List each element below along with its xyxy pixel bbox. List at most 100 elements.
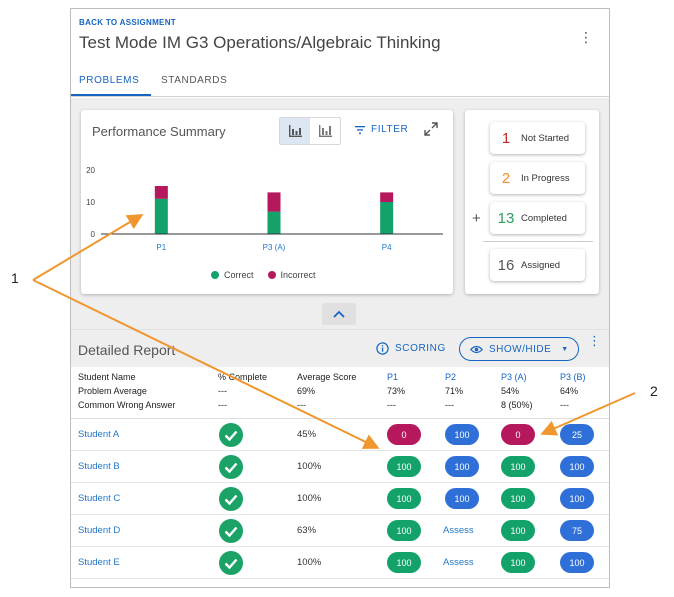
- table-row: Student A 45% 0 100 0 25: [71, 419, 609, 451]
- show-hide-button[interactable]: SHOW/HIDE ▼: [459, 337, 579, 361]
- summary-region: Performance Summary: [71, 98, 609, 338]
- show-hide-label: SHOW/HIDE: [489, 343, 552, 355]
- legend-correct-label: Correct: [224, 270, 254, 280]
- bar-correct: [380, 202, 394, 234]
- status-completed[interactable]: 13 Completed: [490, 202, 585, 234]
- complete-check-icon: [219, 519, 243, 543]
- problem-average-label: Problem Average: [78, 386, 147, 396]
- status-in-progress[interactable]: 2 In Progress: [490, 162, 585, 194]
- legend-incorrect-label: Incorrect: [280, 270, 316, 280]
- col-p3-b: P3 (B) 64% ---: [560, 370, 586, 412]
- chart-view-toggle: [279, 117, 341, 145]
- score-pill[interactable]: 100: [560, 552, 594, 573]
- y-tick-label: 0: [91, 230, 96, 239]
- score-pill[interactable]: 100: [387, 552, 421, 573]
- performance-summary-card: Performance Summary: [81, 110, 453, 294]
- student-name-link[interactable]: Student C: [78, 493, 121, 504]
- scoring-button[interactable]: SCORING: [376, 342, 446, 355]
- student-name-header: Student Name: [78, 372, 136, 382]
- bar-chart-icon: [319, 125, 332, 137]
- score-pill[interactable]: 100: [387, 488, 421, 509]
- average-score: 63%: [297, 525, 317, 536]
- col-header-link[interactable]: P3 (B): [560, 372, 586, 382]
- tab-standards[interactable]: STANDARDS: [161, 75, 228, 86]
- plus-icon: +: [472, 210, 481, 227]
- score-pill[interactable]: 100: [387, 456, 421, 477]
- student-name-link[interactable]: Student E: [78, 557, 120, 568]
- col-p2: P2 71% ---: [445, 370, 463, 412]
- col-average: 73%: [387, 386, 406, 396]
- col-average: 54%: [501, 386, 520, 396]
- bar-incorrect: [154, 186, 168, 199]
- student-name-link[interactable]: Student D: [78, 525, 121, 536]
- assess-link[interactable]: Assess: [443, 557, 474, 568]
- col-average: 71%: [445, 386, 464, 396]
- report-table-header: Student Name Problem Average Common Wron…: [71, 367, 609, 419]
- not-started-label: Not Started: [521, 132, 570, 144]
- score-pill[interactable]: 25: [560, 424, 594, 445]
- tab-problems[interactable]: PROBLEMS: [79, 75, 140, 86]
- table-row: Student B 100% 100 100 100 100: [71, 451, 609, 483]
- average-score: 100%: [297, 557, 322, 568]
- col-average-score: Average Score 69% ---: [297, 370, 356, 412]
- score-pill[interactable]: 100: [501, 552, 535, 573]
- student-name-link[interactable]: Student A: [78, 429, 120, 440]
- col-header-link[interactable]: P2: [445, 372, 457, 382]
- common-wrong-answer-label: Common Wrong Answer: [78, 400, 176, 410]
- assess-link[interactable]: Assess: [443, 525, 474, 536]
- stacked-chart-view-button[interactable]: [280, 118, 310, 144]
- col-header-link[interactable]: P1: [387, 372, 399, 382]
- performance-summary-title: Performance Summary: [92, 124, 226, 139]
- callout-2-label: 2: [650, 383, 658, 399]
- performance-chart: 0 10 20 P1 P3 (A) P4: [86, 166, 443, 252]
- average-score: 100%: [297, 461, 322, 472]
- grouped-chart-view-button[interactable]: [310, 118, 340, 144]
- col-header-link[interactable]: P3 (A): [501, 372, 527, 382]
- score-pill[interactable]: 100: [501, 456, 535, 477]
- filter-button[interactable]: FILTER: [355, 124, 408, 135]
- active-tab-indicator: [71, 94, 151, 96]
- y-tick-label: 20: [86, 166, 95, 175]
- in-progress-label: In Progress: [521, 172, 570, 184]
- report-options-icon[interactable]: ⋮: [588, 333, 601, 348]
- score-pill[interactable]: 100: [445, 488, 479, 509]
- more-options-icon[interactable]: ⋮: [579, 29, 593, 45]
- back-to-assignment-link[interactable]: BACK TO ASSIGNMENT: [79, 18, 176, 27]
- completion-status-card: 1 Not Started 2 In Progress + 13 Complet…: [465, 110, 599, 294]
- status-divider: [483, 241, 593, 242]
- complete-check-icon: [219, 551, 243, 575]
- score-pill[interactable]: 0: [387, 424, 421, 445]
- col-header[interactable]: Average Score: [297, 372, 357, 382]
- col-wrong-answer: ---: [297, 400, 306, 410]
- table-row: Student E 100% 100 Assess 100 100: [71, 547, 609, 579]
- col-header[interactable]: % Complete: [218, 372, 268, 382]
- caret-down-icon: ▼: [561, 345, 569, 353]
- scoring-label: SCORING: [395, 343, 446, 354]
- col-wrong-answer: 8 (50%): [501, 400, 533, 410]
- assigned-label: Assigned: [521, 259, 561, 271]
- score-pill[interactable]: 75: [560, 520, 594, 541]
- collapse-summary-button[interactable]: [322, 303, 356, 325]
- col-p3-a: P3 (A) 54% 8 (50%): [501, 370, 533, 412]
- student-name-link[interactable]: Student B: [78, 461, 120, 472]
- in-progress-count: 2: [501, 169, 511, 187]
- tab-bar: PROBLEMS STANDARDS: [71, 71, 609, 97]
- score-pill[interactable]: 100: [560, 488, 594, 509]
- score-pill[interactable]: 100: [445, 456, 479, 477]
- score-pill[interactable]: 100: [387, 520, 421, 541]
- score-pill[interactable]: 0: [501, 424, 535, 445]
- score-pill[interactable]: 100: [501, 520, 535, 541]
- score-pill[interactable]: 100: [501, 488, 535, 509]
- page-header: BACK TO ASSIGNMENT Test Mode IM G3 Opera…: [71, 9, 609, 97]
- score-pill[interactable]: 100: [445, 424, 479, 445]
- table-row: Student C 100% 100 100 100 100: [71, 483, 609, 515]
- expand-icon[interactable]: [424, 122, 438, 141]
- status-assigned[interactable]: 16 Assigned: [490, 249, 585, 281]
- chart-legend: Correct Incorrect: [211, 270, 316, 280]
- bar-correct: [154, 198, 168, 234]
- bar-incorrect: [267, 192, 281, 212]
- x-tick-label: P3 (A): [263, 243, 286, 252]
- status-not-started[interactable]: 1 Not Started: [490, 122, 585, 154]
- score-pill[interactable]: 100: [560, 456, 594, 477]
- legend-incorrect: Incorrect: [267, 270, 316, 280]
